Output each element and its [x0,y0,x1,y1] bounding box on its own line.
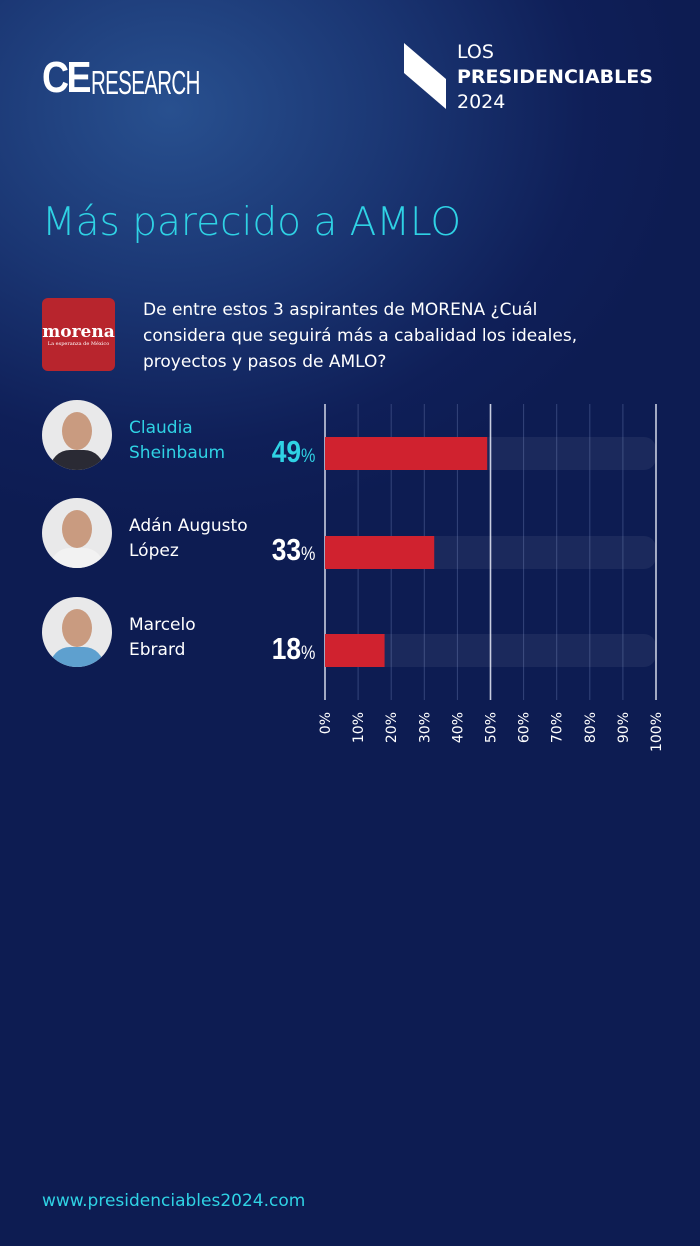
bar-chart: 0% 10% 20% 30% 40% 50% 60% 70% 80% 90% 100% [318,404,665,752]
unit: % [300,446,315,467]
series-line1: LOS [457,41,494,63]
candidate-name: Claudia Sheinbaum [129,416,225,466]
data-label: 18% [271,631,315,667]
name-line: Ebrard [129,640,186,660]
candidate-photo [42,498,112,568]
name-line: Marcelo [129,615,196,635]
ce-research-logo: CE RESEARCH [42,56,267,100]
bar-track [325,634,656,667]
page-title: Más parecido a AMLO [42,200,462,245]
x-tick-label: 90% [616,712,632,743]
unit: % [300,544,315,565]
candidate-row: Adán Augusto López 33% [42,498,315,570]
name-line: López [129,541,179,561]
morena-logo: morena La esperanza de México [42,298,115,371]
bar [325,634,385,667]
x-tick-label: 70% [550,712,566,743]
candidate-name: Marcelo Ebrard [129,613,196,663]
x-tick-label: 20% [384,712,400,743]
value: 49 [271,434,301,469]
bar [325,437,488,470]
logo-research: RESEARCH [91,64,200,101]
x-tick-label: 60% [517,712,533,743]
name-line: Claudia [129,418,193,438]
x-tick-label: 10% [351,712,367,743]
candidate-row: Marcelo Ebrard 18% [42,597,315,669]
data-label: 33% [271,532,315,568]
presidenciables-logo-text: LOS PRESIDENCIABLES 2024 [457,40,653,115]
candidate-photo [42,400,112,470]
bar [325,536,435,569]
name-line: Sheinbaum [129,443,226,463]
unit: % [300,643,315,664]
x-tick-label: 100% [649,712,665,752]
presidenciables-logo-icon [404,43,446,109]
candidate-row: Claudia Sheinbaum 49% [42,400,315,472]
x-tick-label: 80% [583,712,599,743]
data-label: 49% [271,434,315,470]
x-tick-label: 30% [417,712,433,743]
x-tick-label: 50% [484,712,500,743]
value: 18 [271,631,301,666]
name-line: Adán Augusto [129,516,248,536]
morena-logo-tagline: La esperanza de México [47,340,110,347]
logo-ce: CE [42,53,91,102]
survey-question: De entre estos 3 aspirantes de MORENA ¿C… [143,300,578,372]
x-tick-label: 40% [450,712,466,743]
footer-url[interactable]: www.presidenciables2024.com [42,1191,306,1211]
candidate-name: Adán Augusto López [129,514,248,564]
morena-logo-name: morena [42,321,115,342]
value: 33 [271,532,301,567]
x-tick-label: 0% [318,712,334,734]
series-line3: 2024 [457,91,506,113]
candidate-photo [42,597,112,667]
series-line2: PRESIDENCIABLES [457,66,653,88]
